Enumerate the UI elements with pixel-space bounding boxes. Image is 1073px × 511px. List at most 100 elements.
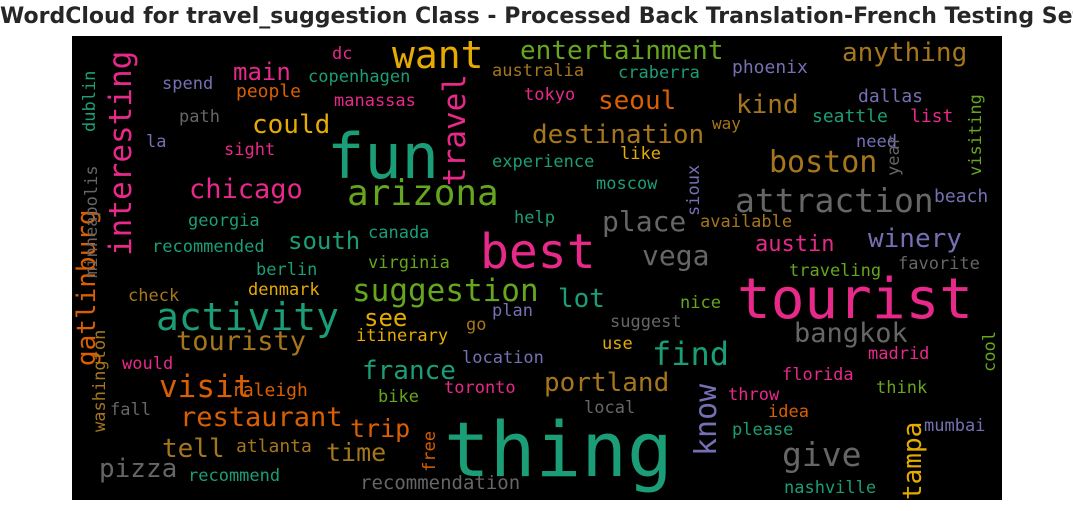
word-place: place (602, 205, 687, 238)
word-experience: experience (492, 152, 595, 172)
word-like: like (620, 144, 661, 164)
word-washington: washington (90, 329, 110, 432)
word-touristy: touristy (176, 326, 307, 357)
word-favorite: favorite (898, 254, 980, 274)
word-plan: plan (492, 301, 533, 321)
word-nashville: nashville (784, 478, 877, 498)
word-free: free (420, 431, 440, 472)
word-atlanta: atlanta (236, 436, 312, 457)
word-travel: travel (437, 74, 473, 186)
word-please: please (732, 420, 794, 440)
word-sight: sight (224, 140, 276, 160)
word-visit: visit (159, 369, 253, 405)
word-thing: thing (444, 405, 673, 494)
word-use: use (602, 334, 633, 354)
word-la: la (146, 132, 167, 152)
word-lot: lot (558, 284, 605, 314)
word-craberra: craberra (618, 63, 700, 83)
word-suggestion: suggestion (352, 273, 539, 309)
word-seoul: seoul (598, 86, 677, 116)
word-vega: vega (642, 239, 710, 272)
word-recommendation: recommendation (360, 472, 521, 494)
chart-title: WordCloud for travel_suggestion Class - … (0, 4, 1073, 29)
word-main: main (233, 58, 291, 86)
word-best: best (480, 224, 596, 280)
word-chicago: chicago (189, 174, 303, 205)
word-know: know (689, 383, 724, 456)
word-year: year (884, 135, 904, 176)
word-south: south (288, 227, 361, 255)
word-arizona: arizona (347, 173, 499, 214)
word-dc: dc (332, 44, 353, 64)
word-give: give (782, 435, 862, 474)
word-kind: kind (736, 90, 799, 120)
word-fun: fun (327, 120, 439, 193)
word-find: find (652, 335, 730, 373)
word-anything: anything (842, 38, 968, 68)
word-raleigh: raleigh (232, 380, 308, 401)
word-minneapolis: minneapolis (82, 165, 102, 278)
word-georgia: georgia (188, 211, 260, 231)
word-trip: trip (350, 414, 411, 443)
word-florida: florida (782, 365, 854, 385)
word-sioux: sioux (684, 164, 704, 216)
word-interesting: interesting (103, 50, 139, 256)
word-cloud: thing tourist fun best want activity ari… (72, 36, 1002, 500)
word-go: go (466, 315, 487, 335)
word-traveling: traveling (789, 261, 882, 281)
word-fall: fall (110, 400, 151, 420)
word-beach: beach (934, 186, 989, 207)
word-nice: nice (680, 293, 721, 313)
word-visiting: visiting (966, 94, 986, 176)
word-austin: austin (755, 232, 835, 257)
word-pizza: pizza (99, 454, 178, 484)
word-spend: spend (162, 74, 214, 94)
word-check: check (128, 286, 180, 306)
word-attraction: attraction (735, 181, 934, 220)
word-dublin: dublin (80, 70, 100, 132)
word-winery: winery (868, 224, 962, 254)
word-madrid: madrid (868, 344, 930, 364)
word-phoenix: phoenix (732, 57, 808, 78)
word-cool: cool (980, 331, 1000, 372)
word-way: way (712, 114, 741, 133)
word-suggest: suggest (610, 312, 682, 332)
word-tell: tell (162, 434, 225, 464)
word-canada: canada (368, 223, 430, 243)
word-virginia: virginia (368, 253, 450, 273)
word-france: france (362, 356, 456, 386)
word-list: list (910, 106, 954, 127)
word-seattle: seattle (812, 106, 888, 127)
word-recommended: recommended (152, 237, 265, 257)
word-would: would (122, 354, 174, 374)
word-entertainment: entertainment (520, 36, 724, 66)
word-help: help (514, 208, 555, 228)
word-time: time (326, 438, 387, 467)
word-destination: destination (532, 120, 705, 150)
word-itinerary: itinerary (356, 326, 449, 346)
word-moscow: moscow (596, 174, 658, 194)
word-australia: australia (492, 61, 585, 81)
word-people: people (236, 81, 302, 102)
word-location: location (462, 348, 544, 368)
word-think: think (876, 378, 928, 398)
word-manassas: manassas (334, 91, 416, 111)
word-tokyo: tokyo (524, 85, 576, 105)
word-recommend: recommend (188, 466, 281, 486)
word-path: path (179, 107, 220, 127)
word-restaurant: restaurant (180, 402, 343, 433)
word-bangkok: bangkok (794, 318, 908, 349)
word-tourist: tourist (737, 267, 974, 332)
word-available: available (700, 212, 793, 232)
word-see: see (364, 304, 408, 332)
word-mumbai: mumbai (924, 416, 986, 436)
word-denmark: denmark (248, 280, 320, 300)
word-portland: portland (544, 368, 670, 398)
word-bike: bike (378, 387, 419, 407)
word-boston: boston (769, 145, 878, 180)
word-want: want (392, 36, 484, 77)
word-tampa: tampa (898, 421, 928, 500)
word-need: need (856, 132, 897, 152)
word-local: local (584, 398, 636, 418)
word-activity: activity (156, 295, 340, 339)
